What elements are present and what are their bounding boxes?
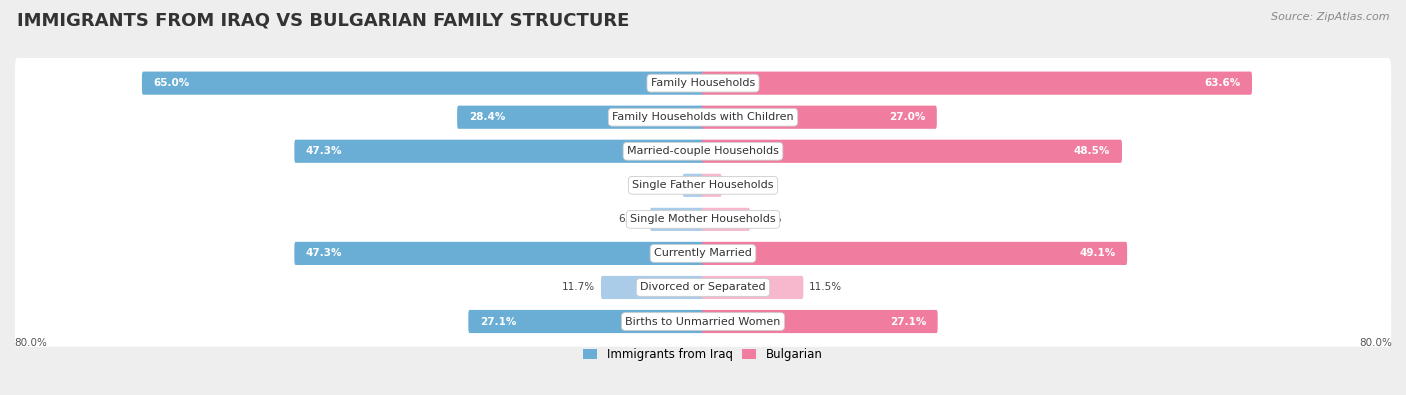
- Text: 48.5%: 48.5%: [1074, 146, 1111, 156]
- Text: 63.6%: 63.6%: [1204, 78, 1240, 88]
- Text: Family Households: Family Households: [651, 78, 755, 88]
- Text: Family Households with Children: Family Households with Children: [612, 112, 794, 122]
- FancyBboxPatch shape: [15, 126, 1391, 177]
- Text: Married-couple Households: Married-couple Households: [627, 146, 779, 156]
- Text: 11.5%: 11.5%: [808, 282, 842, 292]
- FancyBboxPatch shape: [702, 105, 936, 129]
- Text: 80.0%: 80.0%: [1360, 338, 1392, 348]
- FancyBboxPatch shape: [468, 310, 704, 333]
- Text: 27.1%: 27.1%: [479, 316, 516, 327]
- Text: Single Father Households: Single Father Households: [633, 180, 773, 190]
- Text: Single Mother Households: Single Mother Households: [630, 214, 776, 224]
- FancyBboxPatch shape: [15, 228, 1391, 278]
- Text: 5.3%: 5.3%: [755, 214, 782, 224]
- Legend: Immigrants from Iraq, Bulgarian: Immigrants from Iraq, Bulgarian: [583, 348, 823, 361]
- Text: 65.0%: 65.0%: [153, 78, 190, 88]
- FancyBboxPatch shape: [142, 71, 704, 95]
- Text: 2.0%: 2.0%: [727, 180, 754, 190]
- FancyBboxPatch shape: [683, 174, 704, 197]
- Text: 27.1%: 27.1%: [890, 316, 927, 327]
- FancyBboxPatch shape: [702, 140, 1122, 163]
- Text: 28.4%: 28.4%: [468, 112, 505, 122]
- Text: 47.3%: 47.3%: [307, 146, 343, 156]
- FancyBboxPatch shape: [294, 242, 704, 265]
- FancyBboxPatch shape: [702, 71, 1251, 95]
- FancyBboxPatch shape: [650, 208, 704, 231]
- FancyBboxPatch shape: [15, 194, 1391, 245]
- Text: Currently Married: Currently Married: [654, 248, 752, 258]
- Text: 80.0%: 80.0%: [14, 338, 46, 348]
- FancyBboxPatch shape: [294, 140, 704, 163]
- FancyBboxPatch shape: [702, 208, 749, 231]
- Text: Divorced or Separated: Divorced or Separated: [640, 282, 766, 292]
- FancyBboxPatch shape: [702, 174, 721, 197]
- Text: Births to Unmarried Women: Births to Unmarried Women: [626, 316, 780, 327]
- Text: 27.0%: 27.0%: [889, 112, 925, 122]
- FancyBboxPatch shape: [702, 276, 803, 299]
- FancyBboxPatch shape: [702, 310, 938, 333]
- Text: IMMIGRANTS FROM IRAQ VS BULGARIAN FAMILY STRUCTURE: IMMIGRANTS FROM IRAQ VS BULGARIAN FAMILY…: [17, 12, 630, 30]
- Text: 11.7%: 11.7%: [562, 282, 595, 292]
- Text: 2.2%: 2.2%: [651, 180, 678, 190]
- FancyBboxPatch shape: [15, 58, 1391, 108]
- FancyBboxPatch shape: [15, 92, 1391, 143]
- Text: 49.1%: 49.1%: [1080, 248, 1115, 258]
- FancyBboxPatch shape: [15, 296, 1391, 347]
- Text: 6.0%: 6.0%: [619, 214, 644, 224]
- Text: Source: ZipAtlas.com: Source: ZipAtlas.com: [1271, 12, 1389, 22]
- Text: 47.3%: 47.3%: [307, 248, 343, 258]
- FancyBboxPatch shape: [15, 262, 1391, 313]
- FancyBboxPatch shape: [600, 276, 704, 299]
- FancyBboxPatch shape: [15, 160, 1391, 211]
- FancyBboxPatch shape: [457, 105, 704, 129]
- FancyBboxPatch shape: [702, 242, 1128, 265]
